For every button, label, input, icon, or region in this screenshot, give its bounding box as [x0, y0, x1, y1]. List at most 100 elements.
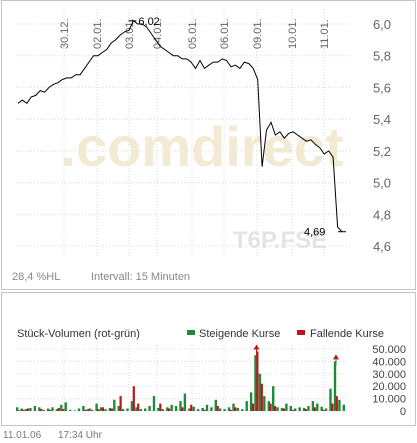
hl-label: 28,4 %HL [12, 271, 60, 283]
volume-bar-rising [232, 403, 235, 411]
volume-bar-falling [97, 409, 100, 411]
volume-bar-falling [159, 403, 162, 411]
volume-bar-falling [132, 386, 135, 411]
volume-bar-falling [88, 408, 91, 411]
volume-bar-falling [18, 410, 21, 411]
volume-bar-rising [166, 407, 169, 411]
volume-bar-rising [148, 406, 151, 411]
rising-legend-label: Steigende Kurse [199, 328, 280, 340]
price-annotations: 6,02 4,69 [128, 16, 346, 239]
volume-bar-rising [38, 407, 41, 411]
volume-title: Stück-Volumen (rot-grün) [17, 328, 140, 340]
volume-bar-rising [192, 406, 195, 411]
price-x-tick-label: 04.01. [152, 18, 164, 49]
volume-bar-falling [251, 403, 255, 411]
volume-bar-rising [174, 406, 178, 411]
volume-bar-rising [113, 399, 116, 411]
volume-bar-falling [304, 409, 308, 411]
volume-bar-falling [291, 409, 294, 411]
volume-bar-rising [307, 406, 310, 411]
price-x-tick-label: 11.01. [319, 19, 331, 49]
volume-bar-rising [117, 406, 120, 411]
volume-bar-rising [276, 407, 279, 411]
price-y-tick-label: 5,8 [373, 49, 391, 64]
price-y-tick-label: 5,4 [373, 112, 391, 127]
volume-bar-rising [214, 399, 217, 411]
volume-bars [16, 351, 345, 411]
volume-bar-rising [324, 408, 328, 411]
volume-bar-rising [223, 409, 226, 411]
volume-bar-rising [196, 409, 200, 411]
volume-bar-rising [108, 407, 112, 411]
volume-bar-falling [62, 409, 65, 411]
volume-bar-rising [135, 407, 138, 411]
volume-bar-rising [219, 408, 222, 411]
volume-bar-rising [77, 408, 81, 411]
volume-y-tick-label: 0 [400, 406, 406, 418]
price-y-tick-label: 4,6 [373, 239, 391, 254]
volume-bar-rising [241, 409, 244, 411]
volume-bar-rising [29, 407, 32, 411]
volume-bar-rising [298, 407, 301, 411]
volume-bar-rising [152, 396, 156, 411]
volume-bar-falling [168, 408, 171, 411]
volume-bar-falling [84, 409, 87, 411]
volume-bar-falling [57, 407, 60, 411]
watermark-brand: .comdirect [60, 115, 343, 178]
volume-bar-rising [329, 388, 332, 411]
volume-bar-rising [183, 393, 187, 411]
volume-bar-rising [227, 407, 231, 411]
volume-bar-rising [20, 408, 23, 411]
volume-bar-rising [294, 408, 297, 411]
volume-bar-falling [331, 403, 334, 411]
volume-bar-rising [254, 355, 257, 411]
volume-bar-rising [320, 406, 323, 411]
volume-bar-falling [260, 383, 263, 411]
volume-bar-rising [104, 409, 107, 411]
volume-bar-rising [285, 403, 288, 411]
volume-bar-falling [110, 408, 113, 411]
date-label: 11.01.06 [3, 430, 42, 441]
volume-bar-rising [69, 409, 72, 411]
volume-bar-falling [137, 403, 140, 411]
volume-bar-rising [249, 392, 253, 411]
volume-bar-falling [48, 409, 52, 411]
volume-bar-rising [179, 401, 182, 411]
time-label: 17:34 Uhr [58, 430, 102, 441]
volume-bar-rising [16, 407, 19, 411]
volume-bar-rising [245, 401, 248, 411]
volume-bar-rising [302, 407, 306, 411]
volume-bar-falling [26, 408, 29, 411]
price-x-tick-label: 30.12. [59, 18, 71, 49]
volume-bar-falling [40, 409, 43, 411]
volume-bar-falling [190, 404, 193, 411]
price-x-tick-label: 10.01. [287, 18, 299, 49]
price-chart-panel: .comdirect T6P.FSE 30.12. 02.01. 03.01. 04.… [1, 0, 416, 290]
volume-y-tick-label: 40.000 [372, 356, 406, 368]
volume-bar-falling [119, 396, 122, 411]
volume-bar-rising [272, 386, 275, 411]
volume-bar-rising [333, 361, 337, 411]
volume-bar-rising [157, 407, 160, 411]
volume-bar-falling [322, 409, 325, 411]
volume-bar-rising [73, 410, 76, 411]
volume-bar-rising [342, 404, 345, 411]
price-y-tick-label: 4,8 [373, 207, 391, 222]
volume-bar-rising [64, 402, 67, 411]
volume-bar-rising [205, 404, 209, 411]
volume-bar-rising [130, 401, 134, 411]
volume-bar-rising [258, 373, 262, 411]
watermark-symbol: T6P.FSE [233, 227, 327, 254]
volume-bar-rising [170, 404, 173, 411]
volume-bar-falling [101, 407, 104, 411]
volume-bar-falling [282, 408, 285, 411]
volume-bar-rising [201, 407, 204, 411]
volume-bar-rising [99, 407, 103, 411]
volume-bar-falling [229, 409, 232, 411]
volume-bar-rising [161, 409, 164, 411]
volume-bar-rising [267, 401, 270, 411]
volume-peak-arrow [332, 354, 339, 360]
volume-bar-rising [121, 409, 125, 411]
price-y-tick-label: 5,0 [373, 176, 391, 191]
